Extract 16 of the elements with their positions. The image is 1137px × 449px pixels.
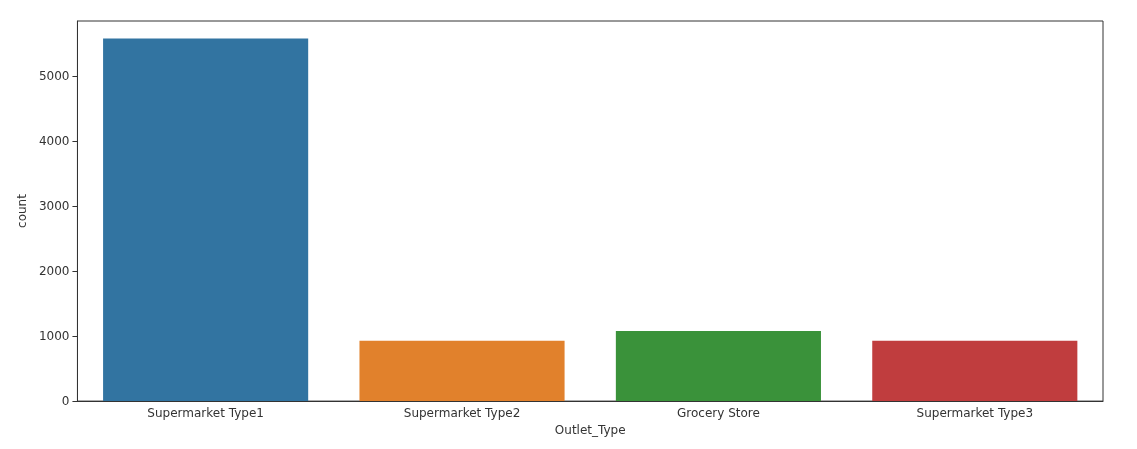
bar	[359, 340, 565, 402]
x-tick-label: Supermarket Type1	[147, 406, 264, 421]
y-tick-label: 2000	[38, 264, 70, 279]
y-tick-label: 3000	[38, 199, 70, 214]
bar	[872, 340, 1078, 402]
y-tick-label: 4000	[38, 134, 70, 149]
x-tick-label: Grocery Store	[676, 406, 760, 421]
x-axis-title: Outlet_Type	[554, 423, 626, 437]
bar	[103, 38, 309, 402]
y-tick-label: 1000	[38, 329, 70, 344]
y-tick-label: 5000	[38, 69, 70, 84]
y-tick-label: 0	[61, 394, 70, 409]
x-tick-label: Supermarket Type3	[916, 406, 1034, 421]
bar	[615, 330, 821, 402]
x-tick-label: Supermarket Type2	[403, 406, 521, 421]
y-axis-title: count	[15, 193, 29, 228]
